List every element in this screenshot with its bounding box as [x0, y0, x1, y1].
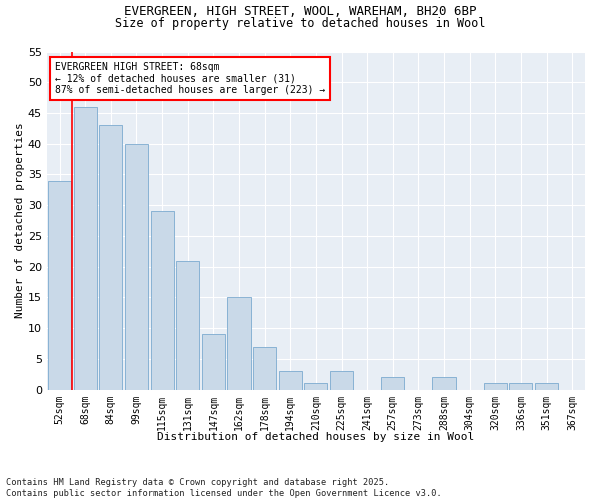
Bar — [279, 371, 302, 390]
Bar — [381, 378, 404, 390]
Bar — [330, 371, 353, 390]
Bar — [535, 384, 558, 390]
Text: Contains HM Land Registry data © Crown copyright and database right 2025.
Contai: Contains HM Land Registry data © Crown c… — [6, 478, 442, 498]
Bar — [151, 212, 173, 390]
Bar — [253, 346, 276, 390]
Text: EVERGREEN HIGH STREET: 68sqm
← 12% of detached houses are smaller (31)
87% of se: EVERGREEN HIGH STREET: 68sqm ← 12% of de… — [55, 62, 325, 95]
Bar — [484, 384, 507, 390]
Bar — [509, 384, 532, 390]
Bar — [125, 144, 148, 390]
Bar — [304, 384, 328, 390]
Bar — [433, 378, 455, 390]
Bar — [74, 107, 97, 390]
Bar — [48, 180, 71, 390]
Text: EVERGREEN, HIGH STREET, WOOL, WAREHAM, BH20 6BP: EVERGREEN, HIGH STREET, WOOL, WAREHAM, B… — [124, 5, 476, 18]
X-axis label: Distribution of detached houses by size in Wool: Distribution of detached houses by size … — [157, 432, 475, 442]
Bar — [100, 126, 122, 390]
Bar — [176, 260, 199, 390]
Bar — [202, 334, 225, 390]
Text: Size of property relative to detached houses in Wool: Size of property relative to detached ho… — [115, 18, 485, 30]
Y-axis label: Number of detached properties: Number of detached properties — [15, 122, 25, 318]
Bar — [227, 298, 251, 390]
